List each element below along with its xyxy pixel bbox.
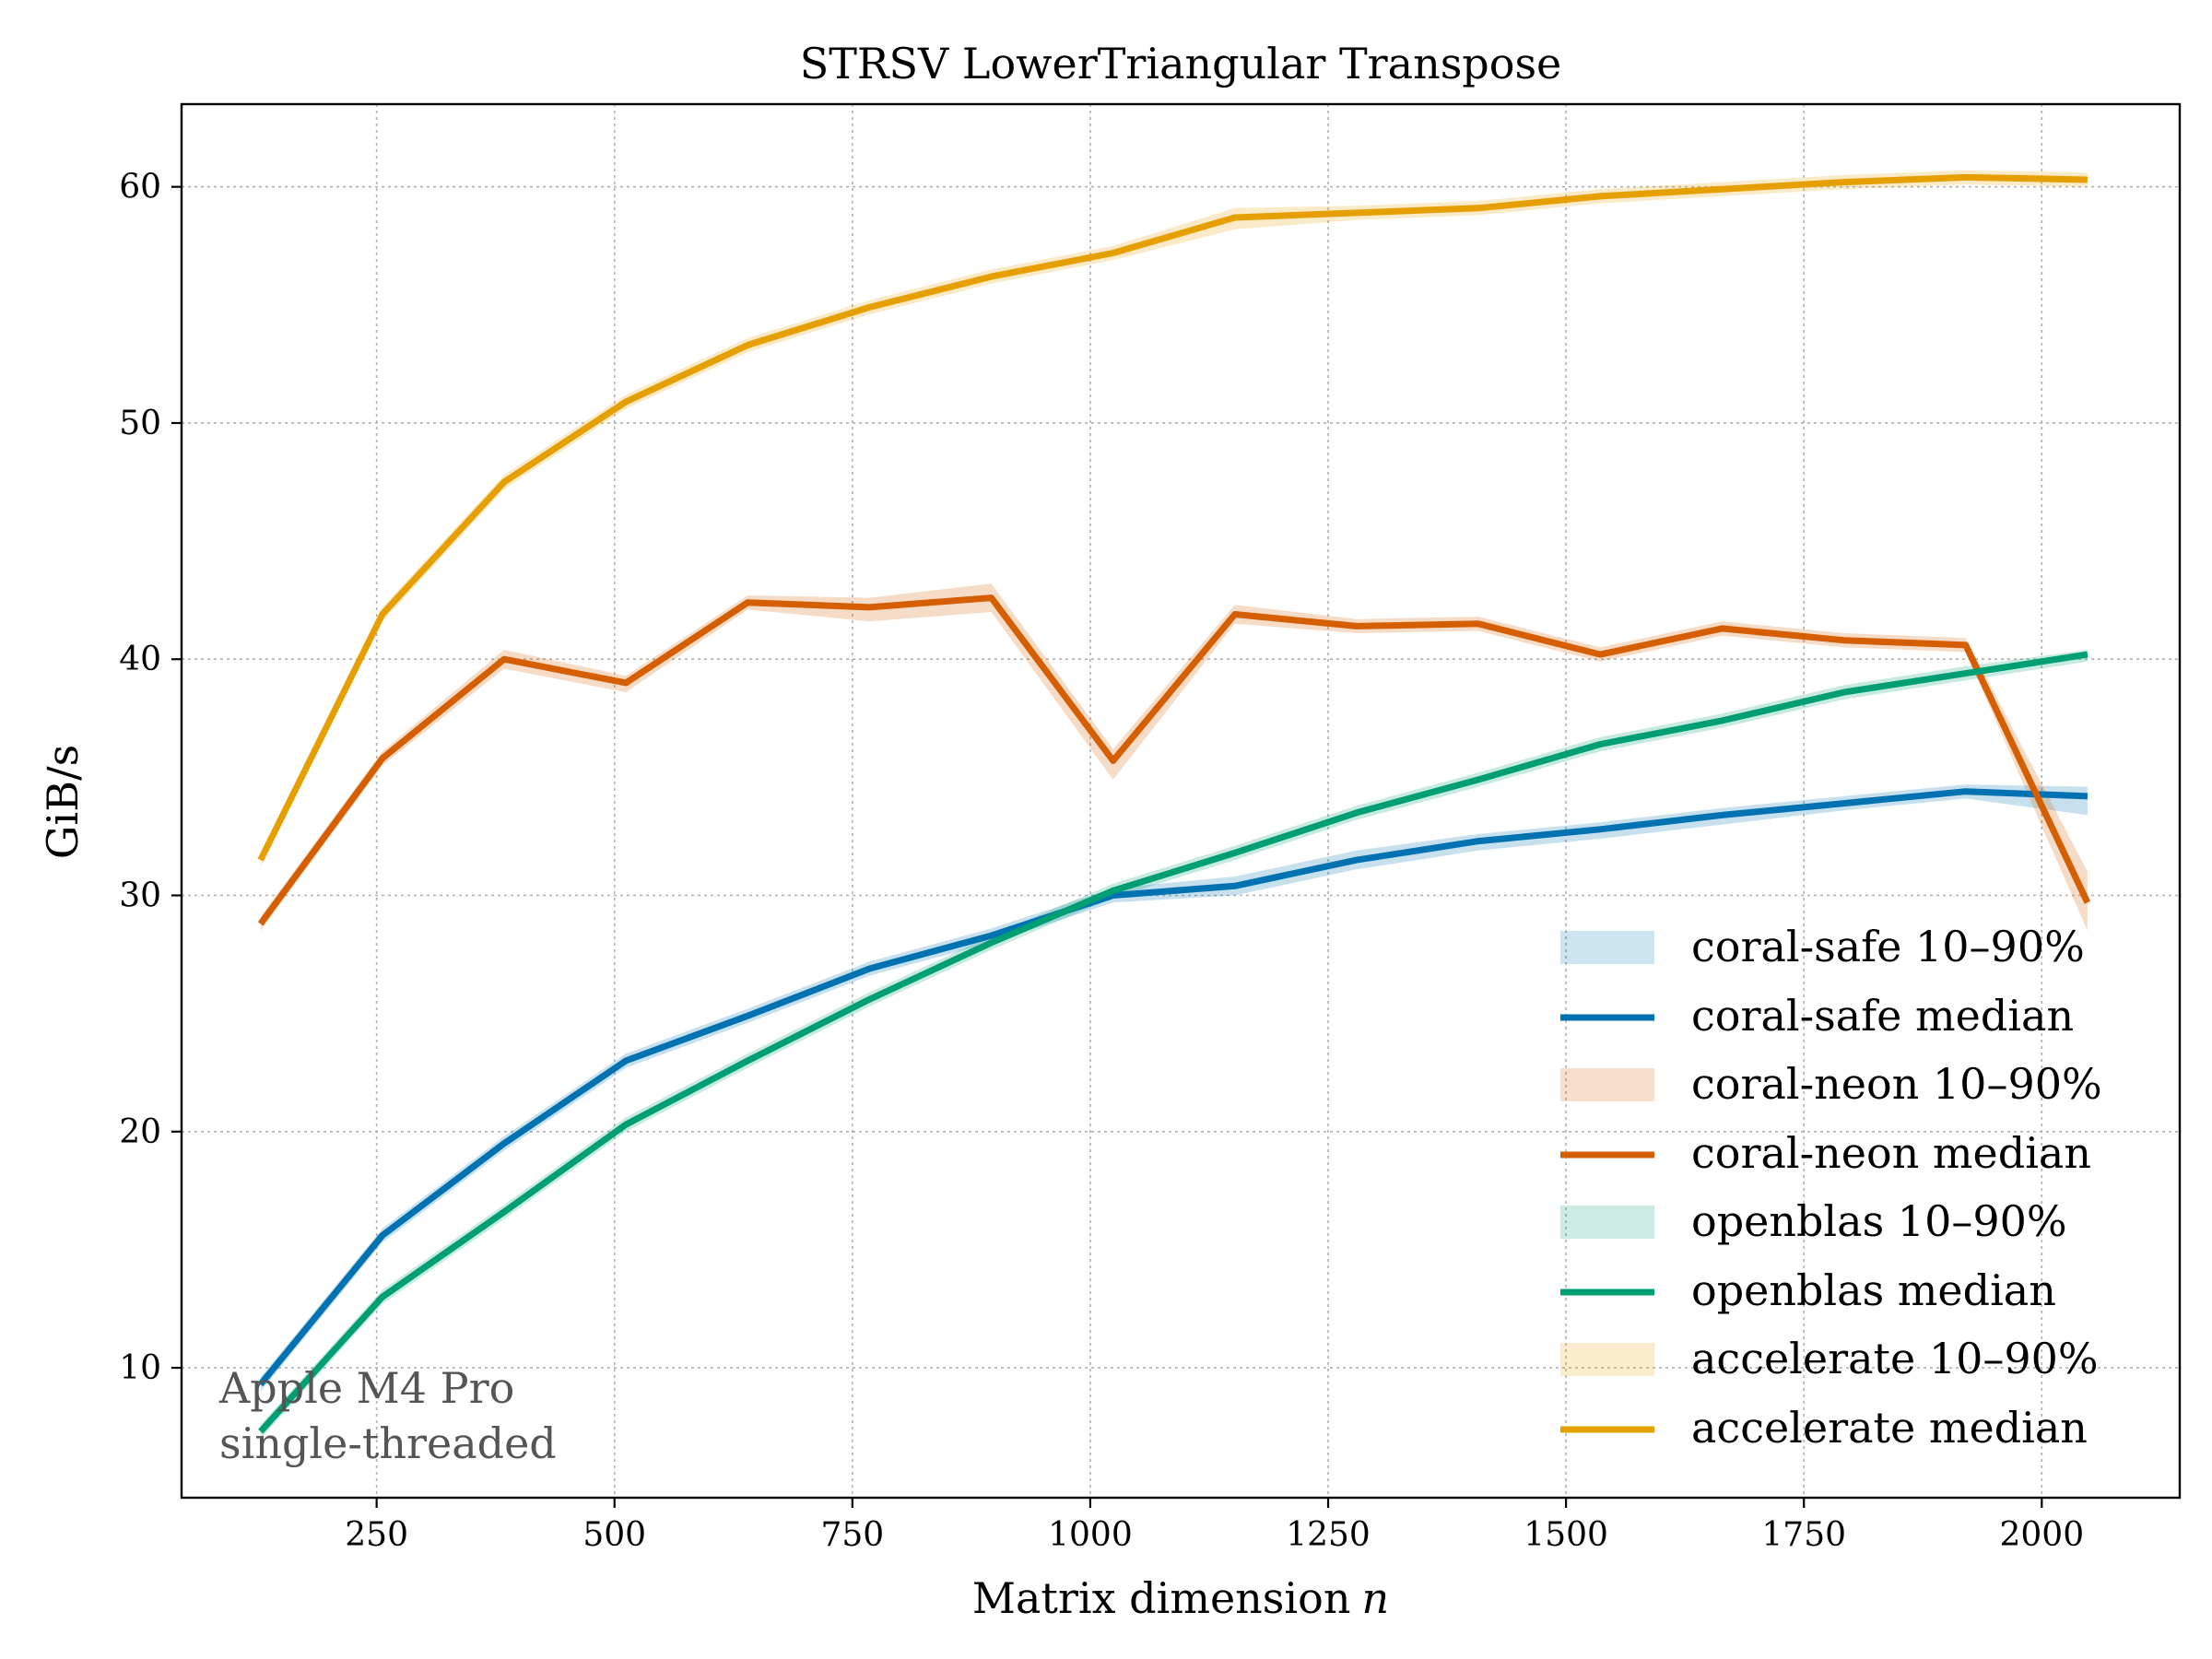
accelerate-band xyxy=(260,170,2088,867)
legend-swatch-accelerate-band xyxy=(1560,1343,1654,1376)
x-tick-label: 1500 xyxy=(1524,1516,1608,1554)
legend-item-openblas-median: openblas median xyxy=(1560,1265,2056,1315)
legend-item-coral-safe-band: coral-safe 10–90% xyxy=(1560,922,2085,971)
legend-item-coral-neon-median: coral-neon median xyxy=(1560,1128,2091,1178)
legend-label-openblas-band: openblas 10–90% xyxy=(1691,1196,2067,1246)
x-tick-label: 250 xyxy=(345,1516,408,1554)
y-tick-label: 60 xyxy=(119,169,161,206)
legend-item-coral-safe-median: coral-safe median xyxy=(1560,991,2074,1041)
x-axis-ticks: 250 500 750 1000 1250 1500 1750 2000 xyxy=(345,1498,2084,1554)
y-axis-ticks: 10 20 30 40 50 60 xyxy=(119,169,182,1387)
legend-item-accelerate-band: accelerate 10–90% xyxy=(1560,1334,2099,1383)
annotation-line-1: Apple M4 Pro xyxy=(218,1363,514,1413)
openblas-band xyxy=(260,650,2088,1439)
legend-label-coral-safe-band: coral-safe 10–90% xyxy=(1691,922,2085,971)
coral-neon-median-line xyxy=(257,594,2091,926)
x-tick-label: 1750 xyxy=(1761,1516,1846,1554)
legend-label-openblas-median: openblas median xyxy=(1691,1265,2056,1315)
plot-frame xyxy=(180,102,2182,1500)
x-tick-label: 750 xyxy=(820,1516,884,1554)
y-tick-label: 20 xyxy=(119,1113,161,1151)
x-tick-label: 2000 xyxy=(1999,1516,2084,1554)
x-tick-label: 1000 xyxy=(1048,1516,1133,1554)
y-tick-label: 50 xyxy=(119,405,161,442)
x-tick-label: 500 xyxy=(582,1516,646,1554)
legend-swatch-openblas-band xyxy=(1560,1206,1654,1239)
legend-swatch-coral-neon-band xyxy=(1560,1068,1654,1101)
legend-item-accelerate-median: accelerate median xyxy=(1560,1403,2088,1453)
x-axis-label-variable: n xyxy=(1361,1573,1389,1623)
legend-swatch-coral-safe-band xyxy=(1560,931,1654,964)
y-tick-label: 40 xyxy=(119,641,161,678)
coral-safe-median-line xyxy=(257,788,2088,1387)
chart-title: STRSV LowerTriangular Transpose xyxy=(800,39,1562,88)
openblas-median-line xyxy=(258,651,2088,1434)
accelerate-median-line xyxy=(257,173,2088,862)
x-tick-label: 1250 xyxy=(1286,1516,1371,1554)
legend: coral-safe 10–90% coral-safe median cora… xyxy=(1560,922,2102,1453)
x-axis-label-text: Matrix dimension xyxy=(972,1573,1351,1623)
hardware-annotation: Apple M4 Pro single-threaded xyxy=(218,1363,557,1468)
y-tick-label: 10 xyxy=(119,1349,161,1387)
legend-label-coral-safe-median: coral-safe median xyxy=(1691,991,2074,1041)
legend-label-accelerate-median: accelerate median xyxy=(1691,1403,2088,1453)
y-axis-label: GiB/s xyxy=(38,745,88,859)
legend-item-openblas-band: openblas 10–90% xyxy=(1560,1196,2067,1246)
legend-item-coral-neon-band: coral-neon 10–90% xyxy=(1560,1059,2102,1109)
legend-label-coral-neon-band: coral-neon 10–90% xyxy=(1691,1059,2102,1109)
grid xyxy=(182,104,2180,1498)
x-axis-label: Matrix dimension n xyxy=(972,1573,1389,1623)
median-lines xyxy=(257,173,2091,1434)
annotation-line-2: single-threaded xyxy=(219,1418,557,1468)
legend-label-coral-neon-median: coral-neon median xyxy=(1691,1128,2091,1178)
legend-label-accelerate-band: accelerate 10–90% xyxy=(1691,1334,2099,1383)
y-tick-label: 30 xyxy=(119,877,161,915)
